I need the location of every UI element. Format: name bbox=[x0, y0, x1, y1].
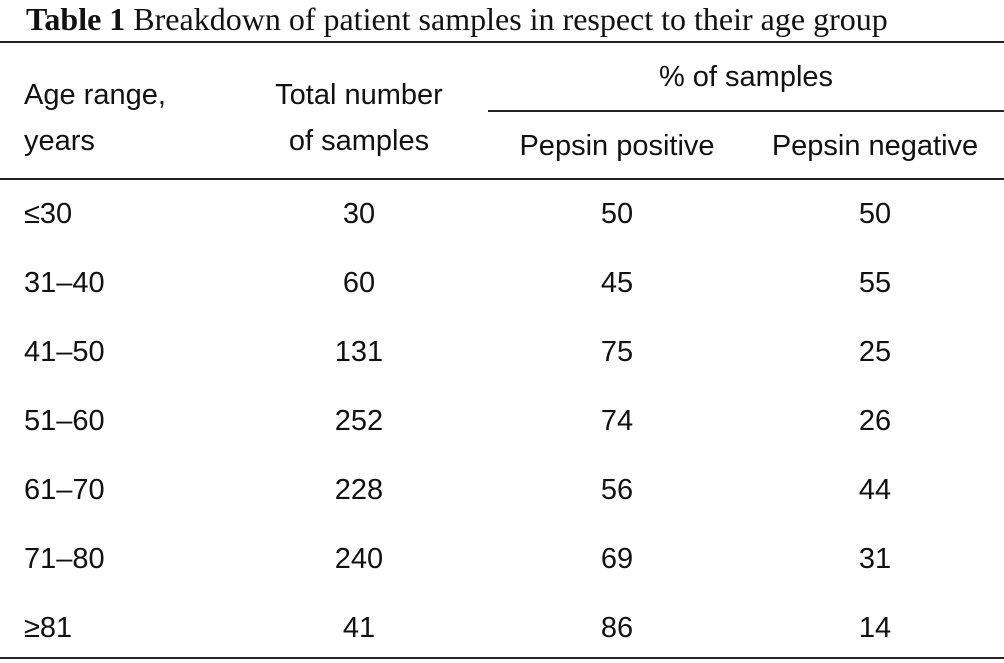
pepsin-negative-cell: 44 bbox=[858, 474, 892, 506]
total-samples-cell: 30 bbox=[342, 198, 376, 230]
header-pepsin-negative: Pepsin negative bbox=[771, 130, 979, 162]
pepsin-negative-cell: 25 bbox=[858, 336, 892, 368]
table-title: Breakdown of patient samples in respect … bbox=[133, 1, 888, 37]
total-samples-cell: 60 bbox=[342, 267, 376, 299]
total-samples-cell: 228 bbox=[334, 474, 384, 506]
table-row: 71–80 240 69 31 bbox=[0, 525, 1004, 593]
age-cell: 51–60 bbox=[24, 405, 105, 437]
header-rule bbox=[0, 178, 1004, 180]
age-cell: 71–80 bbox=[24, 543, 105, 575]
pepsin-negative-cell: 50 bbox=[858, 198, 892, 230]
table-row: 61–70 228 56 44 bbox=[0, 456, 1004, 524]
total-samples-cell: 240 bbox=[334, 543, 384, 575]
pepsin-negative-cell: 14 bbox=[858, 612, 892, 644]
header-percent-group: % of samples bbox=[658, 61, 834, 93]
pepsin-positive-cell: 50 bbox=[600, 198, 634, 230]
pepsin-positive-cell: 45 bbox=[600, 267, 634, 299]
pepsin-positive-cell: 69 bbox=[600, 543, 634, 575]
pepsin-negative-cell: 26 bbox=[858, 405, 892, 437]
table-row: ≤30 30 50 50 bbox=[0, 180, 1004, 248]
header-age-range-line2: years bbox=[24, 125, 95, 157]
bottom-rule bbox=[0, 657, 1004, 659]
header-total-line1: Total number bbox=[275, 79, 443, 111]
total-samples-cell: 252 bbox=[334, 405, 384, 437]
pepsin-positive-cell: 56 bbox=[600, 474, 634, 506]
header-age-range-line1: Age range, bbox=[24, 79, 166, 111]
table-row: ≥81 41 86 14 bbox=[0, 594, 1004, 662]
age-cell: ≤30 bbox=[24, 198, 73, 230]
age-cell: 41–50 bbox=[24, 336, 105, 368]
table-row: 41–50 131 75 25 bbox=[0, 318, 1004, 386]
pepsin-positive-cell: 74 bbox=[600, 405, 634, 437]
table-row: 31–40 60 45 55 bbox=[0, 249, 1004, 317]
header-total-samples: Total number of samples bbox=[275, 72, 443, 164]
total-samples-cell: 131 bbox=[334, 336, 384, 368]
age-cell: ≥81 bbox=[24, 612, 73, 644]
pepsin-negative-cell: 55 bbox=[858, 267, 892, 299]
table-row: 51–60 252 74 26 bbox=[0, 387, 1004, 455]
total-samples-cell: 41 bbox=[342, 612, 376, 644]
header-total-line2: of samples bbox=[288, 125, 430, 157]
pepsin-positive-cell: 86 bbox=[600, 612, 634, 644]
table-caption: Table 1 Breakdown of patient samples in … bbox=[26, 0, 888, 40]
header-pepsin-positive: Pepsin positive bbox=[519, 130, 715, 162]
age-cell: 31–40 bbox=[24, 267, 105, 299]
group-header-rule bbox=[488, 110, 1004, 112]
header-age-range: Age range, years bbox=[24, 72, 166, 164]
table-number: Table 1 bbox=[26, 1, 126, 37]
top-rule bbox=[0, 41, 1004, 43]
pepsin-negative-cell: 31 bbox=[858, 543, 892, 575]
pepsin-positive-cell: 75 bbox=[600, 336, 634, 368]
age-cell: 61–70 bbox=[24, 474, 105, 506]
